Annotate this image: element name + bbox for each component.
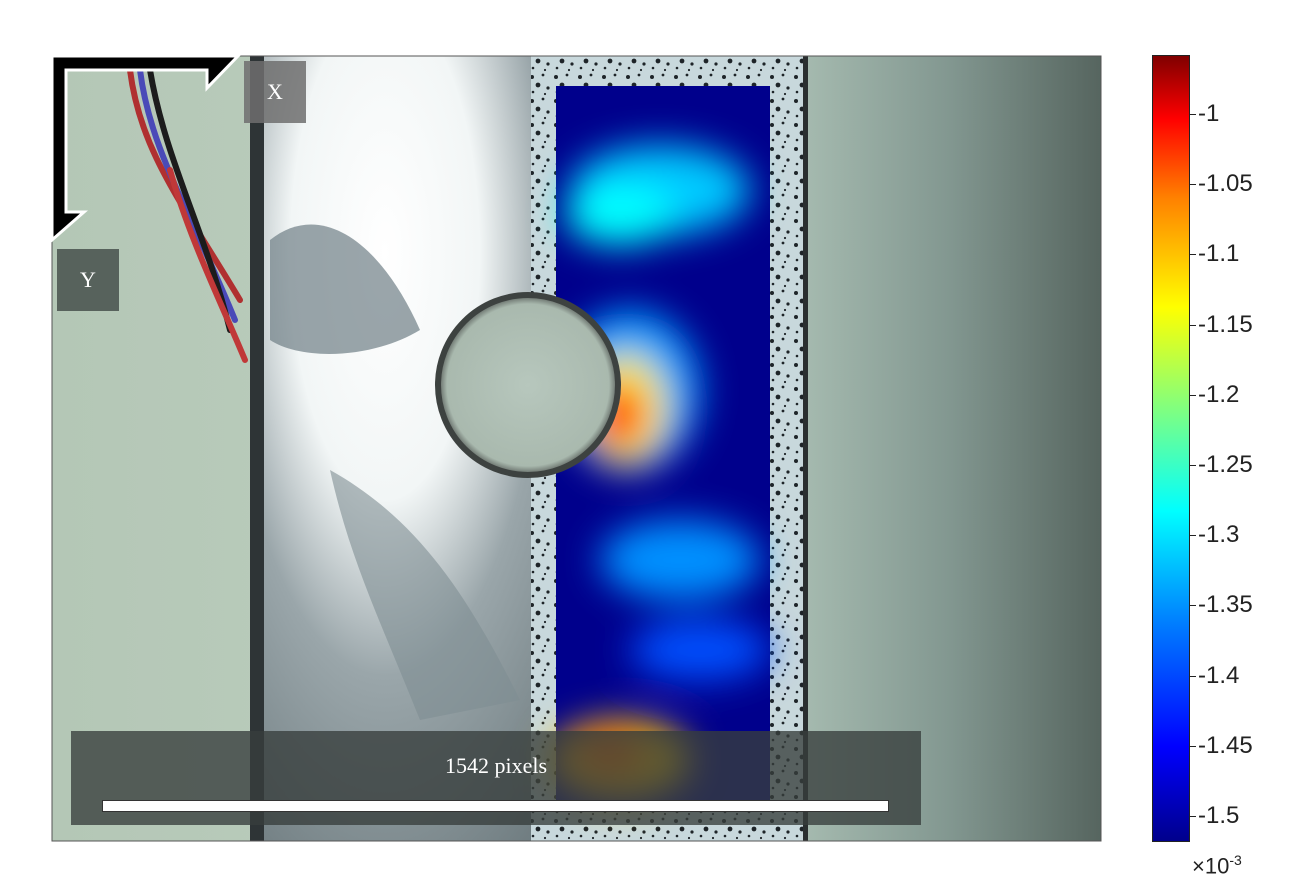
colorbar-tick-label: -1 (1198, 100, 1220, 127)
y-axis-label: Y (57, 249, 119, 311)
colorbar-tick (1190, 465, 1196, 466)
colorbar-tick-label: -1.2 (1198, 380, 1240, 408)
colorbar-tick (1190, 535, 1196, 537)
colorbar-tick-label: -1.15 (1198, 310, 1253, 338)
colorbar-tick (1190, 675, 1196, 677)
colorbar (1152, 55, 1190, 842)
colorbar-tick-label: -1.1 (1198, 240, 1240, 268)
scale-bar-line (102, 800, 889, 812)
multiplier-base: ×10 (1192, 853, 1230, 879)
colorbar-tick (1190, 605, 1196, 607)
scale-bar: 1542 pixels (71, 731, 921, 825)
colorbar-tick (1190, 394, 1196, 396)
colorbar-tick-label: -1.4 (1198, 661, 1240, 689)
colorbar-tick (1190, 254, 1196, 256)
colorbar-tick-label: -1.45 (1198, 731, 1253, 759)
colorbar-tick (1190, 184, 1196, 186)
colorbar-multiplier: ×10-3 (1192, 852, 1242, 879)
hole (435, 292, 621, 478)
multiplier-exponent: -3 (1229, 852, 1242, 868)
corner-arrow-icon (50, 54, 242, 244)
colorbar-tick-label: -1.5 (1198, 802, 1240, 829)
colorbar-tick-label: -1.3 (1198, 521, 1240, 549)
colorbar-tick-label: -1.35 (1198, 591, 1253, 619)
colorbar-tick-label: -1.05 (1198, 170, 1253, 198)
colorbar-tick (1190, 745, 1196, 747)
colorbar-tick (1190, 816, 1196, 817)
colorbar-tick-label: -1.25 (1198, 451, 1253, 478)
wires (127, 67, 248, 363)
colorbar-tick (1190, 114, 1196, 115)
scale-bar-label: 1542 pixels (444, 753, 548, 778)
colorbar-tick (1190, 324, 1196, 326)
x-axis-label: X (244, 61, 306, 123)
